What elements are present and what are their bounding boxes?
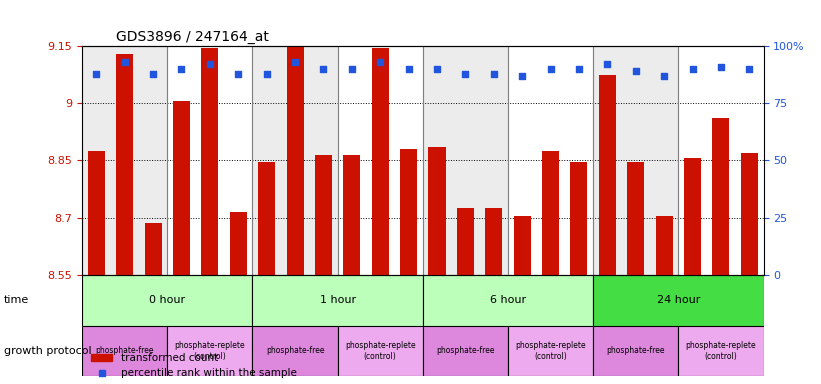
Bar	[400, 149, 417, 275]
Bar	[343, 155, 360, 275]
Text: phosphate-replete
(control): phosphate-replete (control)	[686, 341, 756, 361]
Bar	[287, 46, 304, 275]
Point	[175, 66, 188, 72]
Bar	[253, 326, 337, 376]
Bar	[684, 159, 701, 275]
Bar	[457, 208, 474, 275]
Text: phosphate-replete
(control): phosphate-replete (control)	[516, 341, 586, 361]
Bar	[173, 101, 190, 275]
Bar	[485, 208, 502, 275]
Bar	[258, 162, 275, 275]
Bar	[253, 46, 337, 275]
Text: phosphate-free: phosphate-free	[95, 346, 154, 356]
Bar	[656, 216, 672, 275]
Bar	[429, 147, 446, 275]
Point	[487, 70, 500, 76]
Bar	[594, 275, 764, 326]
Point	[516, 73, 529, 79]
Point	[232, 70, 245, 76]
Point	[146, 70, 159, 76]
Bar	[144, 223, 162, 275]
Bar	[201, 48, 218, 275]
Text: phosphate-replete
(control): phosphate-replete (control)	[175, 341, 245, 361]
Bar	[337, 326, 423, 376]
Text: time: time	[4, 295, 30, 305]
Point	[459, 70, 472, 76]
Point	[743, 66, 756, 72]
Bar	[542, 151, 559, 275]
Bar	[82, 275, 253, 326]
Text: phosphate-free: phosphate-free	[436, 346, 495, 356]
Bar	[423, 275, 594, 326]
Point	[346, 66, 359, 72]
Bar	[594, 46, 678, 275]
Bar	[678, 46, 764, 275]
Bar	[315, 155, 332, 275]
Bar	[230, 212, 247, 275]
Text: phosphate-free: phosphate-free	[266, 346, 324, 356]
Point	[572, 66, 585, 72]
Bar	[741, 153, 758, 275]
Bar	[423, 326, 508, 376]
Point	[118, 59, 131, 65]
Bar	[627, 162, 644, 275]
Point	[288, 59, 301, 65]
Bar	[508, 46, 594, 275]
Text: GDS3896 / 247164_at: GDS3896 / 247164_at	[117, 30, 269, 44]
Bar	[337, 46, 423, 275]
Bar	[88, 151, 105, 275]
Point	[89, 70, 103, 76]
Text: 6 hour: 6 hour	[490, 295, 526, 305]
Text: growth protocol: growth protocol	[4, 346, 92, 356]
Bar	[423, 46, 508, 275]
Point	[714, 64, 727, 70]
Bar	[594, 326, 678, 376]
Point	[658, 73, 671, 79]
Text: 1 hour: 1 hour	[319, 295, 355, 305]
Bar	[82, 46, 167, 275]
Bar	[713, 119, 730, 275]
Point	[629, 68, 642, 74]
Bar	[167, 326, 253, 376]
Point	[686, 66, 699, 72]
Bar	[253, 275, 423, 326]
Text: 24 hour: 24 hour	[657, 295, 700, 305]
Bar	[678, 326, 764, 376]
Point	[204, 61, 217, 68]
Bar	[117, 54, 133, 275]
Text: 0 hour: 0 hour	[149, 295, 186, 305]
Text: phosphate-free: phosphate-free	[607, 346, 665, 356]
Point	[544, 66, 557, 72]
Bar	[82, 326, 167, 376]
Point	[317, 66, 330, 72]
Point	[374, 59, 387, 65]
Bar	[571, 162, 588, 275]
Bar	[514, 216, 530, 275]
Point	[430, 66, 443, 72]
Point	[601, 61, 614, 68]
Bar	[372, 48, 389, 275]
Text: phosphate-replete
(control): phosphate-replete (control)	[345, 341, 415, 361]
Bar	[599, 74, 616, 275]
Legend: transformed count, percentile rank within the sample: transformed count, percentile rank withi…	[87, 349, 300, 382]
Bar	[508, 326, 594, 376]
Bar	[167, 46, 253, 275]
Point	[260, 70, 273, 76]
Point	[402, 66, 415, 72]
